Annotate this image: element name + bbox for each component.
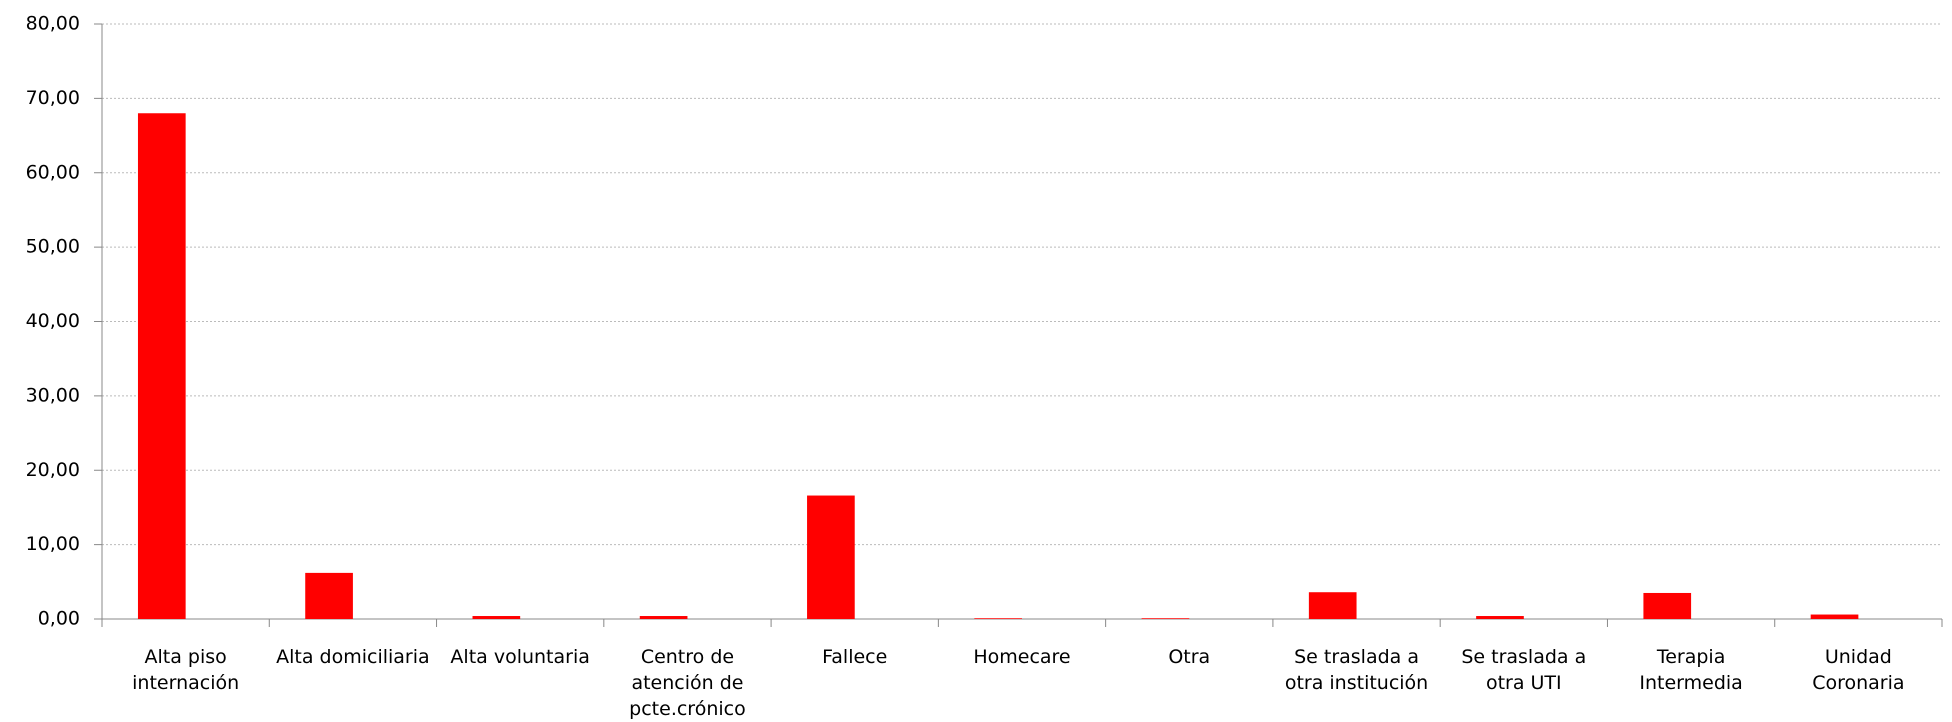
bar [639,616,688,619]
bar [305,572,353,619]
bar [472,616,521,619]
bar [1643,592,1692,619]
bar [137,113,186,619]
x-tick-label: Alta voluntaria [450,646,590,668]
x-tick-label: Se traslada a otra institución [1284,646,1429,694]
x-tick-label: Terapia Intermedia [1639,646,1743,694]
x-tick-label: Fallece [822,646,888,668]
bar [1141,618,1190,619]
y-tick-label: 30,00 [26,384,80,406]
y-tick-label: 70,00 [26,87,80,109]
x-tick-label: Se traslada a otra UTI [1461,646,1587,694]
bar [1810,614,1859,619]
y-tick-label: 0,00 [38,608,80,630]
y-tick-label: 80,00 [26,13,80,35]
x-tick-label: Alta domiciliaria [276,646,430,668]
bar [1308,592,1357,619]
bar [974,618,1022,619]
y-tick-label: 10,00 [26,533,80,555]
x-tick-label: Unidad Coronaria [1812,646,1905,694]
y-tick-label: 60,00 [26,161,80,183]
x-tick-label: Homecare [973,646,1071,668]
y-tick-label: 50,00 [26,236,80,258]
y-tick-label: 40,00 [26,310,80,332]
bar [807,495,855,619]
bar [1476,616,1524,619]
x-tick-label: Otra [1168,646,1211,668]
y-tick-label: 20,00 [26,459,80,481]
x-tick-label: Alta piso internación [132,646,240,694]
x-tick-label: Centro de atención de pcte.crónico [629,646,746,720]
